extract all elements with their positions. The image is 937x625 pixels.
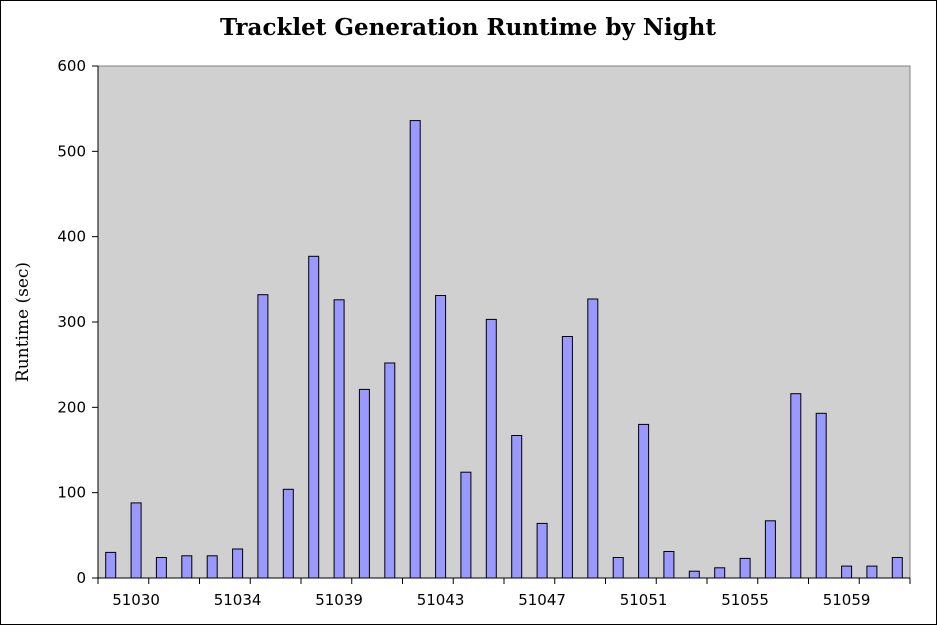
x-tick-label: 51034 — [214, 591, 262, 609]
bar — [460, 471, 472, 579]
bar — [232, 548, 244, 579]
x-tick-label: 51043 — [417, 591, 465, 609]
bar — [764, 520, 776, 579]
bar — [155, 557, 167, 579]
bar — [866, 565, 878, 579]
y-tick-label: 0 — [76, 569, 86, 587]
bar — [891, 557, 903, 579]
bar — [536, 522, 548, 579]
bar — [358, 388, 370, 579]
bar — [638, 423, 650, 579]
y-tick-label: 400 — [57, 228, 86, 246]
bar — [282, 488, 294, 579]
bar — [561, 336, 573, 579]
bar — [587, 298, 599, 579]
plot-area — [97, 65, 911, 579]
bar — [663, 551, 675, 579]
bar — [435, 295, 447, 579]
bar — [688, 570, 700, 579]
y-tick-label: 500 — [57, 142, 86, 160]
bar — [384, 362, 396, 579]
x-tick-label: 51039 — [315, 591, 363, 609]
chart-title: Tracklet Generation Runtime by Night — [220, 14, 716, 41]
bar — [739, 557, 751, 579]
bar — [257, 294, 269, 579]
bar — [841, 565, 853, 579]
bar — [815, 412, 827, 579]
bar — [612, 557, 624, 579]
x-tick-label: 51047 — [518, 591, 566, 609]
y-tick-label: 600 — [57, 57, 86, 75]
y-tick-label: 200 — [57, 398, 86, 416]
bar — [511, 435, 523, 579]
bar — [485, 318, 497, 579]
bar — [130, 502, 142, 579]
x-tick-label: 51051 — [620, 591, 668, 609]
bar — [105, 551, 117, 579]
bar — [333, 299, 345, 579]
bar — [790, 393, 802, 579]
bar — [308, 255, 320, 579]
bar — [181, 555, 193, 579]
bar — [206, 555, 218, 579]
x-tick-label: 51059 — [823, 591, 871, 609]
x-tick-label: 51055 — [721, 591, 769, 609]
y-axis-label: Runtime (sec) — [13, 262, 33, 382]
x-tick-label: 51030 — [112, 591, 160, 609]
y-tick-label: 300 — [57, 313, 86, 331]
bar — [409, 120, 421, 579]
y-tick-label: 100 — [57, 484, 86, 502]
bar — [714, 567, 726, 579]
